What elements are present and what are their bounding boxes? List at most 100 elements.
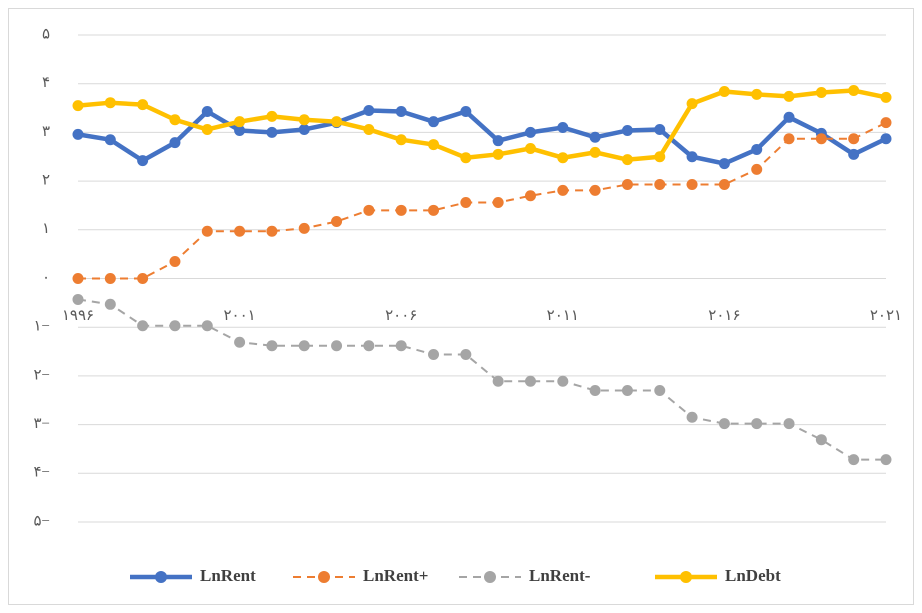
data-point (880, 133, 892, 145)
x-tick-label: ۲۰۰۱ (223, 308, 255, 324)
data-point (201, 225, 213, 237)
data-point (718, 85, 730, 97)
legend-label: LnRent- (529, 566, 591, 585)
data-point (298, 123, 310, 135)
data-point (266, 340, 278, 352)
data-point (72, 128, 84, 140)
data-point (169, 255, 181, 267)
y-tick-label: ۰ (42, 270, 50, 286)
y-tick-label: ۵− (33, 513, 50, 529)
data-point (492, 197, 504, 209)
y-tick-label: ۳− (33, 416, 50, 432)
data-point (492, 135, 504, 147)
data-point (621, 179, 633, 191)
data-point (395, 340, 407, 352)
data-point (266, 225, 278, 237)
data-point (72, 100, 84, 112)
data-point (169, 137, 181, 149)
data-point (589, 385, 601, 397)
data-point (104, 134, 116, 146)
x-tick-label: ۲۰۱۱ (547, 308, 579, 324)
data-point (815, 434, 827, 446)
data-point (169, 320, 181, 332)
data-point (266, 126, 278, 138)
data-point (201, 105, 213, 117)
data-point (492, 148, 504, 160)
data-point (72, 293, 84, 305)
data-point (298, 222, 310, 234)
data-point (201, 320, 213, 332)
legend-label: LnRent+ (363, 566, 428, 585)
data-point (428, 116, 440, 128)
data-point (395, 105, 407, 117)
data-point (815, 86, 827, 98)
y-tick-label: ۴ (42, 75, 50, 91)
legend-marker (318, 571, 330, 583)
x-tick-label: ۲۰۱۶ (708, 308, 740, 324)
data-point (524, 375, 536, 387)
data-point (428, 139, 440, 151)
series-line (78, 121, 887, 280)
data-point (718, 179, 730, 191)
data-point (751, 418, 763, 430)
data-point (880, 91, 892, 103)
data-point (137, 99, 149, 111)
data-point (492, 375, 504, 387)
legend-marker (155, 571, 167, 583)
data-point (524, 126, 536, 138)
data-point (783, 418, 795, 430)
data-point (654, 179, 666, 191)
data-point (428, 348, 440, 360)
data-point (557, 184, 569, 196)
data-point (751, 88, 763, 100)
data-point (395, 134, 407, 146)
data-point (201, 123, 213, 135)
data-point (557, 122, 569, 134)
legend-marker (680, 571, 692, 583)
data-point (621, 385, 633, 397)
data-point (718, 418, 730, 430)
data-point (589, 131, 601, 143)
data-point (880, 454, 892, 466)
data-point (589, 184, 601, 196)
y-tick-label: ۱ (42, 221, 50, 237)
data-point (266, 110, 278, 122)
data-point (654, 151, 666, 163)
data-point (815, 133, 827, 145)
y-tick-label: ۳ (42, 124, 50, 140)
series-line (77, 108, 887, 166)
data-point (589, 146, 601, 158)
data-point (557, 152, 569, 164)
data-point (524, 190, 536, 202)
chart-border (8, 8, 914, 605)
data-point (848, 85, 860, 97)
data-point (751, 143, 763, 155)
data-point (363, 340, 375, 352)
x-tick-label: ۲۰۲۱ (870, 308, 902, 324)
data-point (234, 225, 246, 237)
data-point (234, 124, 246, 136)
data-point (460, 197, 472, 209)
data-point (686, 179, 698, 191)
data-point (137, 320, 149, 332)
legend-label: LnDebt (725, 566, 781, 585)
data-point (331, 216, 343, 228)
data-point (848, 133, 860, 145)
data-point (783, 90, 795, 102)
data-point (137, 273, 149, 284)
data-point (137, 155, 149, 167)
y-tick-label: ۱− (33, 319, 50, 335)
data-point (880, 117, 892, 129)
data-point (363, 204, 375, 216)
data-point (751, 163, 763, 175)
data-point (524, 142, 536, 154)
data-point (331, 116, 343, 128)
x-tick-label: ۱۹۹۶ (62, 308, 94, 324)
y-tick-label: ۲ (42, 173, 50, 189)
y-tick-label: ۲− (33, 367, 50, 383)
y-tick-label: ۵ (42, 26, 50, 42)
data-point (298, 114, 310, 126)
data-point (169, 114, 181, 126)
data-point (686, 411, 698, 423)
